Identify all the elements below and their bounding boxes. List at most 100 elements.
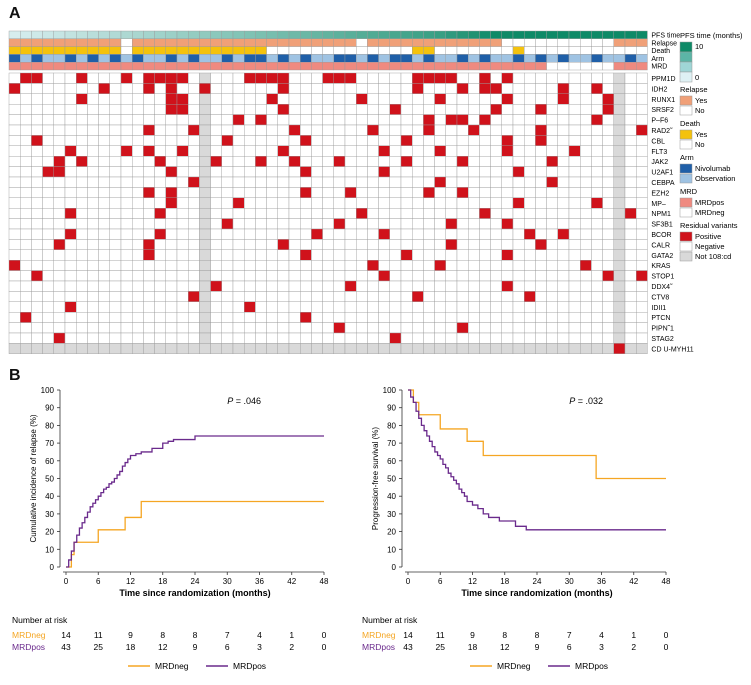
cell-positive	[434, 93, 447, 105]
cell-positive	[31, 270, 43, 282]
cell-negative	[479, 166, 491, 178]
legend-label-mrdneg: MRDneg	[155, 661, 189, 671]
annot-cell-death	[20, 46, 32, 55]
cell-negative	[322, 270, 335, 282]
cell-negative	[535, 145, 547, 157]
cell-not-tested	[199, 291, 211, 302]
y-tick-label: 100	[41, 386, 55, 395]
cell-negative	[344, 166, 357, 178]
cell-negative	[468, 83, 480, 95]
cell-negative	[546, 312, 558, 323]
cell-positive	[31, 135, 43, 146]
annot-cell-relapse	[568, 38, 581, 47]
cell-negative	[501, 322, 514, 334]
cell-negative	[42, 83, 54, 95]
cell-negative	[568, 124, 581, 136]
cell-negative	[143, 176, 155, 188]
cell-negative	[277, 155, 290, 167]
cell-negative	[288, 103, 301, 115]
cell-negative	[524, 187, 536, 198]
cell-negative	[445, 145, 458, 157]
cell-negative	[143, 155, 155, 167]
cell-negative	[322, 239, 335, 250]
cell-negative	[356, 218, 368, 230]
cell-negative	[624, 187, 637, 198]
cell-negative	[344, 145, 357, 157]
cell-negative	[20, 93, 32, 105]
gene-row-label: CTV8	[651, 294, 669, 301]
annot-cell-death	[243, 46, 256, 55]
cell-negative	[120, 280, 133, 292]
cell-negative	[636, 280, 648, 292]
x-axis-title: Time since randomization (months)	[461, 588, 612, 598]
cell-negative	[221, 260, 234, 271]
cell-positive	[501, 280, 514, 292]
cell-negative	[311, 322, 323, 334]
cell-negative	[535, 155, 547, 167]
annot-cell-relapse	[423, 38, 435, 47]
cell-negative	[356, 176, 368, 188]
cell-negative	[8, 135, 21, 146]
cell-negative	[311, 332, 323, 344]
cell-negative	[8, 249, 21, 261]
cell-positive	[210, 280, 223, 292]
cell-negative	[333, 228, 346, 240]
cell-negative	[557, 312, 570, 323]
cell-negative	[187, 239, 200, 250]
cell-negative	[221, 103, 234, 115]
legend-pfs-swatch-1	[679, 41, 693, 53]
cell-negative	[624, 228, 637, 240]
cell-negative	[524, 197, 536, 209]
cell-negative	[490, 260, 503, 271]
annot-cell-arm	[53, 54, 66, 63]
cell-negative	[568, 301, 581, 313]
cell-not-tested	[165, 343, 178, 354]
cell-negative	[42, 270, 54, 282]
cell-positive	[568, 145, 581, 157]
annot-cell-relapse	[120, 38, 133, 47]
risk-table-title: Number at risk	[12, 615, 68, 625]
annot-cell-arm	[243, 54, 256, 63]
cell-negative	[445, 228, 458, 240]
cell-negative	[143, 260, 155, 271]
cell-negative	[378, 291, 391, 302]
cell-negative	[624, 218, 637, 230]
cell-negative	[400, 197, 413, 209]
cell-negative	[154, 322, 167, 334]
cell-negative	[568, 176, 581, 188]
cell-negative	[468, 291, 480, 302]
cell-negative	[333, 291, 346, 302]
cell-negative	[277, 301, 290, 313]
legend-residual-nt: Not 108:cd	[695, 252, 731, 261]
annot-cell-mrd	[434, 62, 447, 71]
cell-positive	[367, 260, 379, 271]
cell-negative	[154, 135, 167, 146]
cell-negative	[524, 145, 536, 157]
legend-death-no: No	[695, 140, 705, 149]
cell-negative	[501, 83, 514, 95]
cell-negative	[221, 83, 234, 95]
annot-cell-arm	[479, 54, 491, 63]
cell-negative	[490, 322, 503, 334]
cell-negative	[501, 260, 514, 271]
cell-negative	[266, 239, 279, 250]
cell-negative	[389, 239, 402, 250]
cell-negative	[311, 187, 323, 198]
cell-not-tested	[613, 291, 626, 302]
cell-negative	[210, 145, 223, 157]
cell-negative	[131, 270, 144, 282]
annot-cell-arm	[143, 54, 155, 63]
cell-negative	[400, 291, 413, 302]
cell-negative	[53, 228, 66, 240]
y-tick-label: 80	[45, 421, 54, 430]
annot-cell-mrd	[98, 62, 110, 71]
cell-negative	[423, 270, 435, 282]
gene-row-label: CD U-MYH11	[651, 346, 693, 353]
cell-positive	[591, 83, 603, 95]
cell-negative	[636, 218, 648, 230]
cell-negative	[389, 312, 402, 323]
x-tick-label: 36	[597, 577, 606, 586]
cell-positive	[434, 176, 447, 188]
cell-negative	[176, 155, 189, 167]
cell-not-tested	[199, 218, 211, 230]
